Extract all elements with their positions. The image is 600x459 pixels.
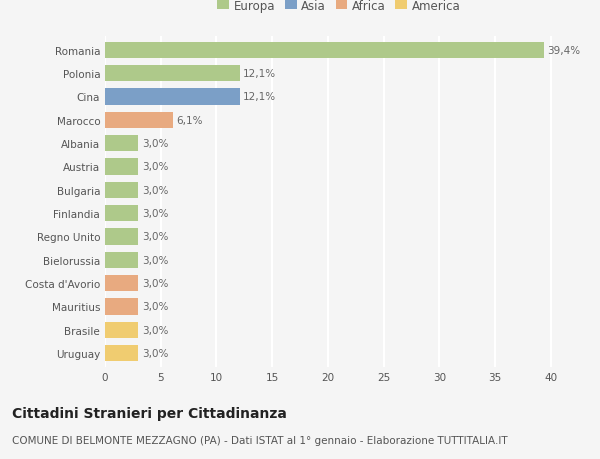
Bar [105, 229, 139, 245]
Text: 3,0%: 3,0% [142, 232, 168, 242]
Bar [105, 112, 173, 129]
Text: 6,1%: 6,1% [176, 116, 203, 125]
Bar [105, 66, 240, 82]
Text: 3,0%: 3,0% [142, 348, 168, 358]
Text: 3,0%: 3,0% [142, 325, 168, 335]
Bar [105, 345, 139, 361]
Text: 39,4%: 39,4% [547, 46, 580, 56]
Bar [105, 206, 139, 222]
Text: 3,0%: 3,0% [142, 185, 168, 196]
Bar [105, 275, 139, 291]
Text: 3,0%: 3,0% [142, 162, 168, 172]
Bar [105, 298, 139, 315]
Text: 12,1%: 12,1% [243, 69, 276, 79]
Bar [105, 252, 139, 269]
Bar [105, 322, 139, 338]
Bar [105, 89, 240, 106]
Text: 12,1%: 12,1% [243, 92, 276, 102]
Bar [105, 182, 139, 198]
Text: 3,0%: 3,0% [142, 208, 168, 218]
Text: 3,0%: 3,0% [142, 302, 168, 312]
Text: 3,0%: 3,0% [142, 255, 168, 265]
Legend: Europa, Asia, Africa, America: Europa, Asia, Africa, America [217, 0, 461, 12]
Bar [105, 135, 139, 152]
Bar [105, 43, 544, 59]
Text: 3,0%: 3,0% [142, 139, 168, 149]
Bar [105, 159, 139, 175]
Text: COMUNE DI BELMONTE MEZZAGNO (PA) - Dati ISTAT al 1° gennaio - Elaborazione TUTTI: COMUNE DI BELMONTE MEZZAGNO (PA) - Dati … [12, 435, 508, 445]
Text: 3,0%: 3,0% [142, 279, 168, 288]
Text: Cittadini Stranieri per Cittadinanza: Cittadini Stranieri per Cittadinanza [12, 406, 287, 420]
